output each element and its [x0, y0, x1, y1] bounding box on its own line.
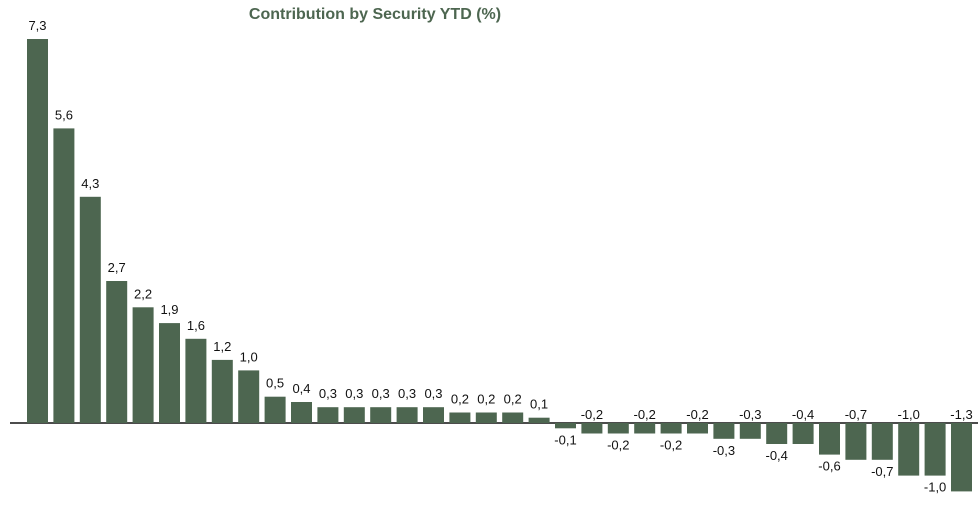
- bar-value-label: 5,6: [55, 107, 73, 122]
- bar: [238, 370, 260, 423]
- bar: [555, 423, 576, 429]
- bar-value-label: 0,3: [345, 386, 363, 401]
- bar: [660, 423, 682, 434]
- bar-value-label: -0,7: [871, 464, 893, 479]
- bar-value-label: 0,3: [398, 386, 416, 401]
- bar: [766, 423, 788, 444]
- bar-value-label: -0,2: [660, 438, 682, 453]
- bar-value-label: 2,2: [134, 286, 152, 301]
- bar-value-label: -0,6: [818, 459, 840, 474]
- bar-value-label: 0,2: [504, 392, 522, 407]
- bar: [106, 281, 128, 423]
- bar-value-label: 1,2: [213, 339, 231, 354]
- bar: [924, 423, 946, 476]
- bar-value-label: 4,3: [81, 176, 99, 191]
- bar: [898, 423, 920, 476]
- bar-value-label: 0,4: [292, 381, 310, 396]
- bar: [687, 423, 708, 434]
- bar: [317, 407, 339, 423]
- bar-value-label: -0,3: [713, 443, 735, 458]
- bar: [845, 423, 867, 460]
- bar: [185, 338, 207, 423]
- bar: [607, 423, 629, 434]
- chart-title: Contribution by Security YTD (%): [248, 6, 502, 23]
- bar-value-label: 0,1: [530, 397, 548, 412]
- bar-value-label: -1,0: [924, 480, 946, 495]
- bar: [343, 407, 365, 423]
- bar: [264, 396, 286, 423]
- bar: [449, 412, 471, 423]
- bar: [792, 423, 814, 444]
- bar: [713, 423, 735, 439]
- bar: [634, 423, 656, 434]
- bar: [79, 196, 101, 423]
- bar: [370, 407, 392, 423]
- bar: [528, 417, 550, 423]
- bar: [581, 423, 603, 434]
- bar-value-label: 0,2: [477, 392, 495, 407]
- bar: [502, 412, 524, 423]
- bar-value-label: -0,2: [581, 407, 603, 422]
- bar: [396, 407, 418, 423]
- bar: [53, 128, 75, 423]
- bar-value-label: -1,0: [897, 407, 919, 422]
- bar-value-label: 7,3: [28, 18, 46, 33]
- bar-value-label: -1,3: [950, 407, 972, 422]
- bar-value-label: -0,1: [554, 432, 576, 447]
- bar-value-label: 0,5: [266, 376, 284, 391]
- bar: [871, 423, 893, 460]
- bar: [423, 407, 444, 423]
- bar-value-label: 0,3: [424, 386, 442, 401]
- bar: [475, 412, 497, 423]
- bar-value-label: -0,7: [845, 407, 867, 422]
- bar-value-label: 1,0: [240, 349, 258, 364]
- bar: [159, 323, 180, 423]
- bar-value-label: 1,9: [160, 302, 178, 317]
- bar-value-label: -0,3: [739, 407, 761, 422]
- bar: [739, 423, 761, 439]
- bar-value-label: 1,6: [187, 318, 205, 333]
- bar: [291, 402, 312, 423]
- bar-value-label: -0,2: [686, 407, 708, 422]
- bar-value-label: -0,2: [607, 438, 629, 453]
- bar: [132, 307, 154, 423]
- bar-value-label: -0,2: [633, 407, 655, 422]
- bar-value-label: -0,4: [765, 448, 787, 463]
- bar: [819, 423, 840, 455]
- bar-value-label: 0,2: [451, 392, 469, 407]
- bar: [211, 359, 233, 423]
- bar-value-label: 0,3: [372, 386, 390, 401]
- bar-value-label: -0,4: [792, 407, 814, 422]
- bar-value-label: 0,3: [319, 386, 337, 401]
- bar-value-label: 2,7: [108, 260, 126, 275]
- bar: [27, 39, 48, 423]
- bar: [951, 423, 972, 492]
